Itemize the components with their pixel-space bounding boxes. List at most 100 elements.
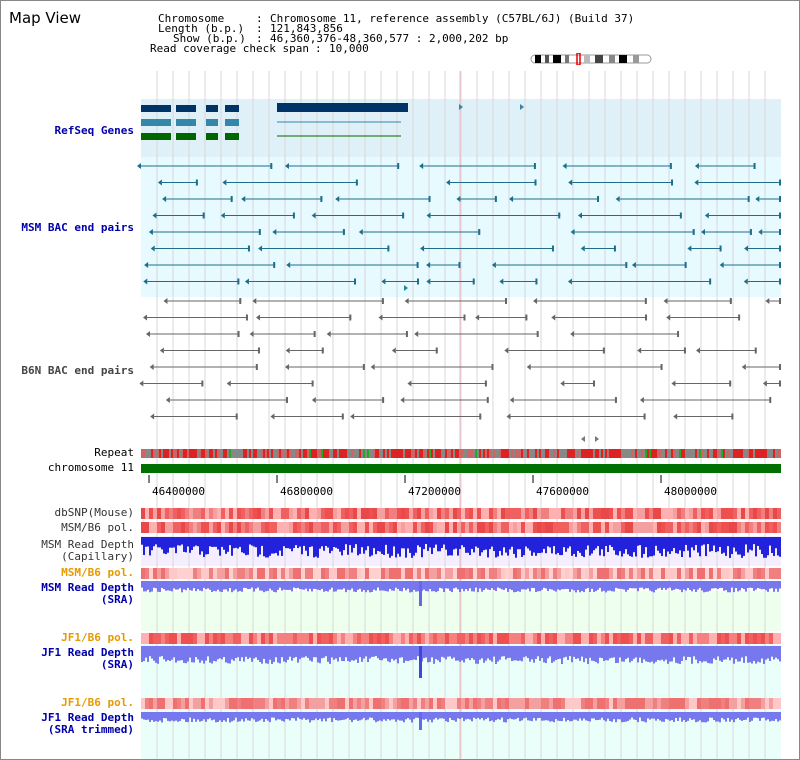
heat-cell (389, 698, 393, 709)
heat-cell (441, 508, 445, 519)
bac-end-marker (405, 331, 408, 337)
depth-bar (665, 646, 667, 660)
depth-bar (465, 581, 467, 589)
repeat-segment (487, 449, 489, 458)
depth-bar (505, 712, 507, 723)
depth-bar (173, 646, 175, 658)
heat-cell (661, 698, 665, 709)
repeat-segment (545, 449, 547, 458)
heat-cell (401, 698, 405, 709)
depth-bar (235, 581, 237, 590)
heat-cell (249, 568, 253, 579)
heat-cell (261, 698, 265, 709)
repeat-segment (679, 449, 681, 458)
depth-bar (477, 646, 479, 664)
bac-end-marker (226, 380, 231, 387)
heat-cell (381, 522, 385, 533)
bac-end-marker (719, 245, 722, 252)
gene-arrow (520, 104, 524, 110)
heat-cell (569, 508, 573, 519)
depth-bar (379, 537, 381, 552)
depth-bar (423, 646, 425, 659)
depth-bar (159, 581, 161, 592)
repeat-segment (673, 449, 675, 458)
depth-bar (331, 537, 333, 551)
heat-cell (473, 568, 477, 579)
heat-cell (749, 698, 753, 709)
depth-bar (713, 537, 715, 546)
heat-cell (401, 633, 405, 644)
heat-cell (597, 522, 601, 533)
msm-bac-label[interactable]: MSM BAC end pairs (21, 221, 134, 234)
chromosome-ideogram[interactable] (529, 53, 653, 65)
heat-cell (337, 522, 341, 533)
depth-bar (733, 581, 735, 593)
depth-bar (585, 712, 587, 721)
depth-bar (415, 646, 417, 661)
refseq-genes-label[interactable]: RefSeq Genes (54, 124, 134, 137)
repeat-segment (211, 449, 213, 458)
depth-bar (223, 581, 225, 590)
heat-cell (677, 522, 681, 533)
heat-cell (433, 568, 437, 579)
repeat-segment (459, 449, 461, 458)
repeat-segment (575, 449, 577, 458)
bac-end-marker (533, 163, 536, 169)
depth-bar (213, 646, 215, 662)
repeat-segment (221, 449, 223, 458)
depth-bar (443, 646, 445, 658)
heat-cell (409, 633, 413, 644)
heat-cell (721, 522, 725, 533)
repeat-segment (619, 449, 621, 458)
repeat-segment (441, 449, 443, 458)
depth-bar (219, 537, 221, 556)
depth-bar (671, 646, 673, 662)
depth-bar (499, 712, 501, 720)
depth-bar (723, 537, 725, 553)
depth-bar (481, 712, 483, 719)
depth-bar (579, 581, 581, 593)
depth-bar (551, 537, 553, 554)
heat-cell (189, 568, 193, 579)
depth-bar (233, 581, 235, 591)
repeat-segment (257, 449, 259, 458)
depth-bar (331, 646, 333, 658)
bac-end-marker (270, 163, 273, 169)
heat-cell (405, 522, 409, 533)
depth-bar (617, 646, 619, 663)
heat-cell (601, 568, 605, 579)
heat-cell (201, 568, 205, 579)
heat-cell (741, 522, 745, 533)
heat-cell (653, 698, 657, 709)
depth-bar (613, 537, 615, 551)
repeat-segment (249, 449, 251, 458)
heat-cell (373, 522, 377, 533)
heat-cell (341, 568, 345, 579)
repeat-segment (147, 449, 149, 458)
axis-tick-label: 46800000 (280, 485, 333, 498)
depth-bar (623, 581, 625, 590)
heat-cell (641, 698, 645, 709)
b6n-bac-label[interactable]: B6N BAC end pairs (21, 364, 134, 377)
msm-depth-cap-label-2: (Capillary) (61, 550, 134, 563)
depth-bar (721, 646, 723, 662)
bac-end-marker (292, 212, 295, 219)
heat-cell (141, 633, 145, 644)
depth-bar (583, 712, 585, 719)
repeat-segment (759, 449, 761, 458)
depth-bar (287, 537, 289, 549)
heat-cell (385, 633, 389, 644)
depth-bar (187, 581, 189, 589)
heat-cell (541, 698, 545, 709)
heat-cell (177, 633, 181, 644)
heat-cell (173, 522, 177, 533)
heat-cell (733, 568, 737, 579)
ideogram-position-marker (576, 53, 581, 65)
heat-cell (417, 698, 421, 709)
heat-cell (737, 508, 741, 519)
heat-cell (437, 522, 441, 533)
heat-cell (157, 698, 161, 709)
heat-cell (581, 522, 585, 533)
depth-bar (485, 712, 487, 720)
